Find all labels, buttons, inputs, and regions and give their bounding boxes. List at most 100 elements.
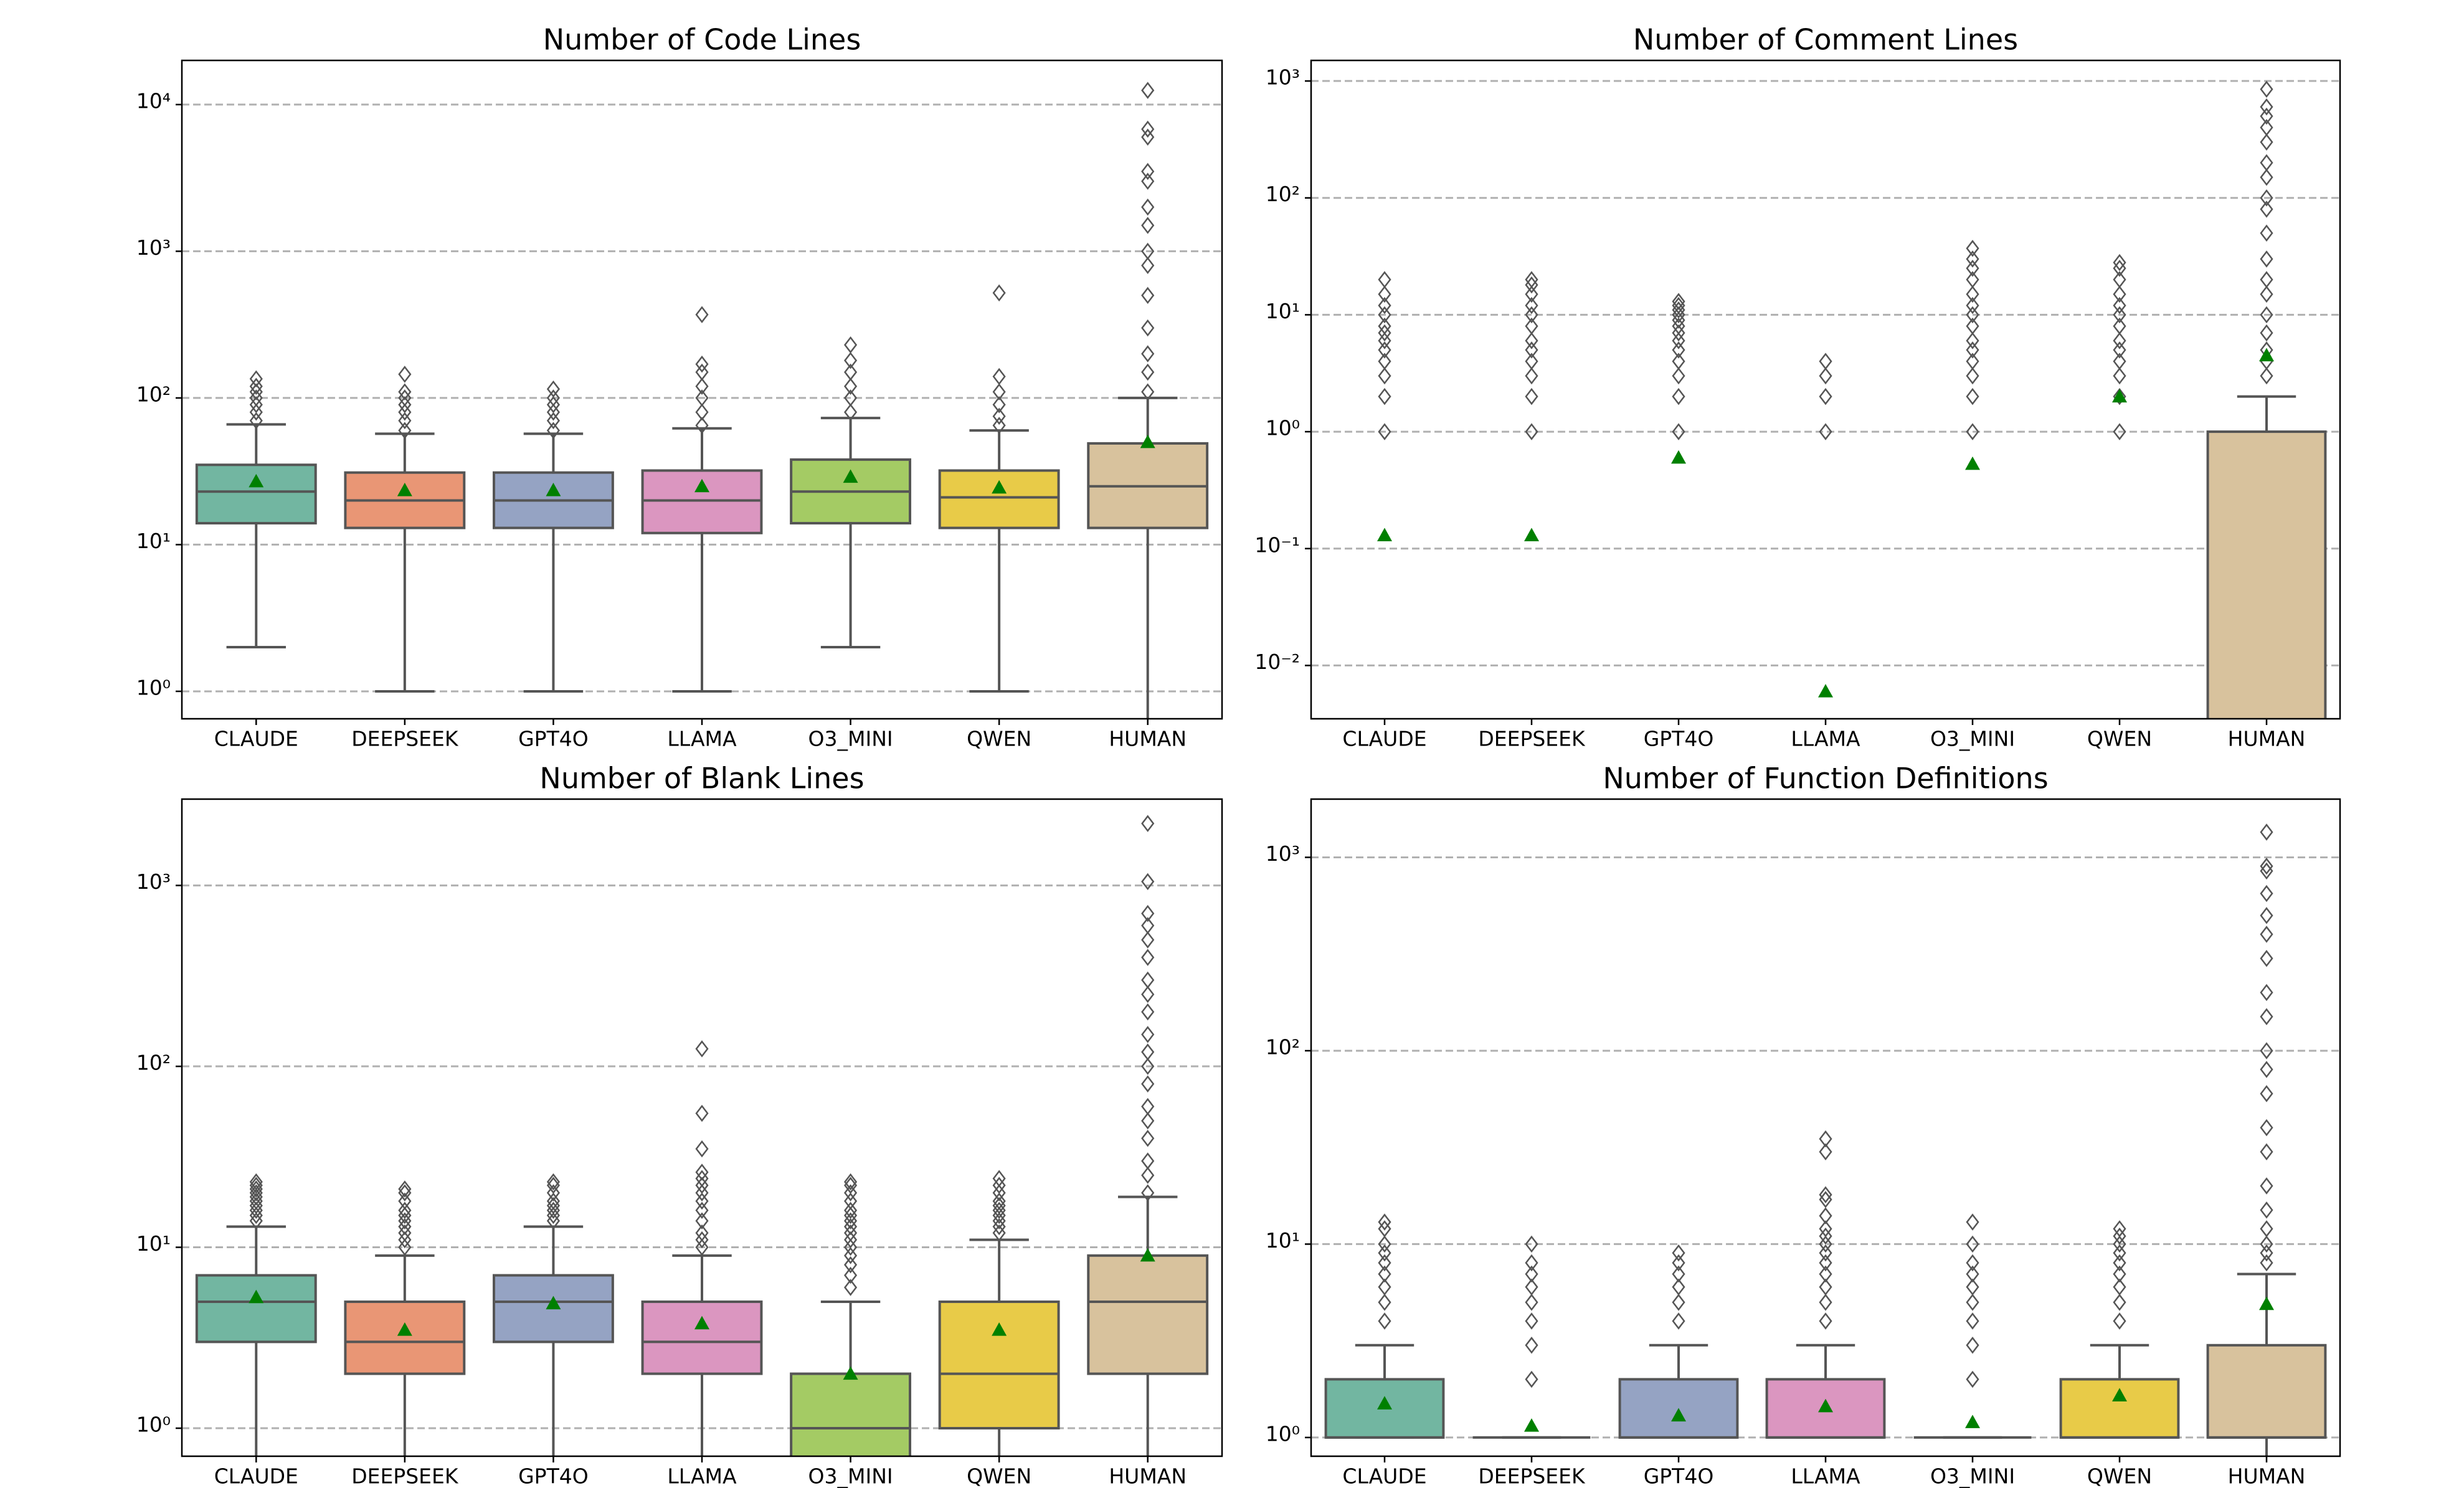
outlier bbox=[1819, 423, 1832, 440]
outlier bbox=[2113, 353, 2126, 370]
mean-marker bbox=[1965, 1415, 1980, 1428]
x-tick-label: QWEN bbox=[967, 1464, 1031, 1488]
y-tick-label: 10¹ bbox=[136, 529, 171, 553]
x-tick-label: QWEN bbox=[2087, 727, 2152, 751]
outlier bbox=[249, 1173, 263, 1191]
outlier bbox=[2113, 1254, 2126, 1272]
box bbox=[1087, 1254, 1209, 1375]
outlier bbox=[2260, 133, 2273, 151]
outlier bbox=[992, 1177, 1006, 1194]
outlier bbox=[695, 1040, 709, 1058]
outlier bbox=[2113, 285, 2126, 303]
mean-marker bbox=[2112, 389, 2127, 403]
outlier bbox=[249, 412, 263, 430]
outlier bbox=[1966, 296, 1979, 315]
outlier bbox=[843, 1192, 858, 1210]
outlier bbox=[2260, 1061, 2273, 1078]
y-tick-label: 10² bbox=[136, 1051, 171, 1075]
x-tick-label: HUMAN bbox=[2228, 1464, 2306, 1488]
outlier bbox=[1966, 1265, 1979, 1283]
outlier bbox=[1378, 387, 1391, 405]
outlier bbox=[1672, 324, 1685, 342]
outlier bbox=[843, 389, 858, 407]
outlier bbox=[992, 396, 1006, 414]
mean-marker bbox=[1524, 528, 1539, 541]
x-tick-label: GPT4O bbox=[518, 727, 589, 751]
outlier bbox=[1141, 1097, 1155, 1116]
outlier bbox=[2113, 306, 2126, 324]
outlier bbox=[2113, 423, 2126, 440]
outlier bbox=[1378, 1312, 1391, 1330]
plot-area bbox=[195, 82, 1209, 719]
outlier bbox=[1525, 1278, 1538, 1296]
outlier bbox=[1378, 1294, 1391, 1311]
outlier bbox=[2260, 118, 2273, 136]
outlier bbox=[1819, 1143, 1832, 1161]
outlier bbox=[695, 1201, 709, 1219]
x-tick-label: HUMAN bbox=[1109, 727, 1187, 751]
mean-marker bbox=[843, 1366, 858, 1380]
outlier bbox=[695, 417, 709, 434]
x-tick-label: LLAMA bbox=[1791, 1464, 1860, 1488]
outlier bbox=[695, 1192, 709, 1210]
outlier bbox=[843, 1247, 858, 1264]
outlier bbox=[1819, 1312, 1832, 1330]
outlier bbox=[1525, 1265, 1538, 1283]
outlier bbox=[695, 1170, 709, 1187]
outlier bbox=[1141, 163, 1155, 181]
x-tick-label: LLAMA bbox=[667, 727, 737, 751]
outlier bbox=[1141, 82, 1155, 99]
outlier bbox=[1525, 1235, 1538, 1253]
outlier bbox=[843, 1238, 858, 1256]
axes-frame bbox=[1310, 798, 2341, 1457]
outlier bbox=[2260, 1008, 2273, 1026]
outlier bbox=[2113, 254, 2126, 272]
outlier bbox=[2260, 862, 2273, 880]
axes-frame bbox=[181, 798, 1223, 1457]
outlier bbox=[1525, 276, 1538, 294]
outlier bbox=[843, 403, 858, 421]
outlier bbox=[695, 389, 709, 407]
outlier bbox=[2260, 168, 2273, 186]
mean-marker bbox=[1140, 1248, 1155, 1262]
outlier bbox=[1141, 1003, 1155, 1021]
mean-marker bbox=[1671, 1408, 1686, 1422]
subplot-title: Number of Comment Lines bbox=[1633, 23, 2018, 57]
outlier bbox=[695, 1163, 709, 1181]
outlier bbox=[1141, 873, 1155, 891]
mean-marker bbox=[1524, 1418, 1539, 1432]
outlier bbox=[992, 367, 1006, 386]
outlier bbox=[1525, 271, 1538, 288]
outlier bbox=[1141, 1184, 1155, 1201]
outlier bbox=[1819, 1278, 1832, 1296]
outlier bbox=[843, 1256, 858, 1274]
mean-marker bbox=[2259, 348, 2274, 362]
outlier bbox=[843, 1224, 858, 1242]
outlier bbox=[2260, 1042, 2273, 1059]
outlier bbox=[249, 396, 263, 414]
outlier bbox=[1141, 1152, 1155, 1170]
subplot-title: Number of Blank Lines bbox=[539, 762, 864, 795]
y-tick-label: 10⁰ bbox=[1266, 1421, 1300, 1446]
outlier bbox=[695, 363, 709, 381]
outlier bbox=[1141, 242, 1155, 260]
outlier bbox=[2260, 98, 2273, 116]
box bbox=[2206, 430, 2327, 719]
outlier bbox=[1378, 341, 1391, 359]
mean-marker bbox=[992, 1322, 1007, 1336]
outlier bbox=[1525, 1337, 1538, 1354]
outlier bbox=[1672, 1244, 1685, 1262]
x-tick-label: GPT4O bbox=[518, 1464, 589, 1488]
outlier bbox=[992, 284, 1006, 302]
outlier bbox=[2260, 884, 2273, 903]
outlier bbox=[1378, 271, 1391, 288]
outlier bbox=[843, 377, 858, 396]
outlier bbox=[2260, 201, 2273, 218]
mean-marker bbox=[397, 483, 412, 496]
outlier bbox=[398, 1224, 412, 1242]
outlier bbox=[843, 1201, 858, 1219]
mean-marker bbox=[694, 1315, 709, 1330]
outlier bbox=[1378, 1213, 1391, 1231]
outlier bbox=[1141, 257, 1155, 274]
outlier bbox=[1525, 353, 1538, 370]
